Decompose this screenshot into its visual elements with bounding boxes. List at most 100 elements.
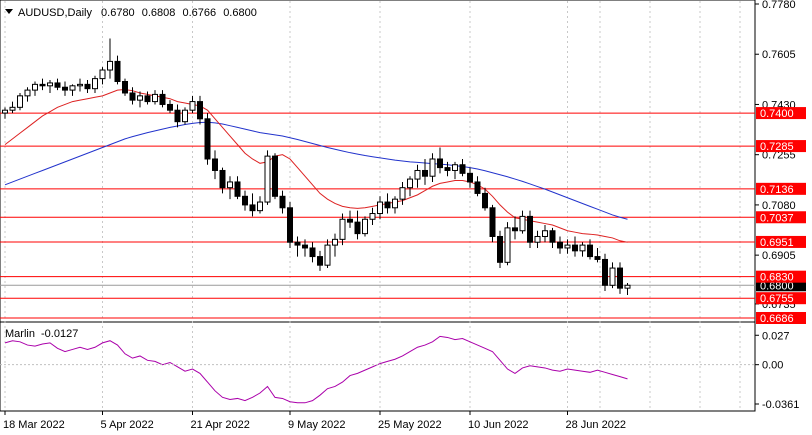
marlin-line <box>4 335 628 404</box>
candle-bull <box>392 198 398 209</box>
ma-slow-line <box>4 121 628 220</box>
candle-bear <box>527 215 533 243</box>
level-label-bg <box>756 312 806 324</box>
level-label-bg <box>756 211 806 224</box>
candle-bear <box>437 158 443 169</box>
time-tick-label: 9 May 2022 <box>288 419 345 431</box>
level-label: 0.7037 <box>760 212 794 224</box>
candle-bear <box>39 83 46 87</box>
marlin-axis: 0.027 0.00 -0.0361 <box>755 330 799 411</box>
price-pane <box>0 0 756 323</box>
level-label-bg <box>756 235 806 248</box>
candle-bear <box>84 83 91 90</box>
candle-bull <box>332 238 338 246</box>
level-label-bg <box>756 182 806 195</box>
candle-bear <box>467 172 473 183</box>
time-axis: 18 Mar 2022 5 Apr 2022 21 Apr 2022 9 May 20… <box>3 411 626 431</box>
marlin-tick-label: -0.0361 <box>762 399 799 411</box>
price-tick-label: 0.6905 <box>762 250 796 262</box>
candle-bear <box>482 192 488 209</box>
candle-bear <box>122 80 128 94</box>
candle-bear <box>272 155 278 197</box>
time-tick-label: 18 Mar 2022 <box>3 419 65 431</box>
level-label: 0.6755 <box>760 293 794 305</box>
level-label: 0.6951 <box>760 237 794 249</box>
candle-bull <box>32 83 38 91</box>
candle-bear <box>114 60 121 82</box>
candle-bull <box>227 181 233 189</box>
candle-bear <box>234 181 241 197</box>
candle-bull <box>542 230 548 237</box>
candle-bear <box>294 241 301 246</box>
candle-bull <box>399 187 406 200</box>
candle-bear <box>587 244 593 258</box>
candle-bear <box>489 207 496 237</box>
candle-bear <box>309 247 316 258</box>
candle-bull <box>99 69 106 80</box>
candle-bull <box>624 284 631 289</box>
level-label-bg <box>756 107 806 120</box>
time-tick-label: 28 Jun 2022 <box>566 419 627 431</box>
candles <box>2 38 631 296</box>
price-tick-label: 0.7780 <box>762 0 796 11</box>
candle-bull <box>519 215 526 232</box>
candle-bull <box>77 83 83 87</box>
price-tick-label: 0.7255 <box>762 150 796 162</box>
candle-bear <box>594 256 601 260</box>
candle-bull <box>609 267 616 286</box>
level-label: 0.6686 <box>760 313 794 325</box>
candle-bear <box>159 93 166 105</box>
candle-bull <box>107 60 113 71</box>
candle-bull <box>407 178 413 189</box>
candle-bear <box>144 95 151 103</box>
candle-bull <box>2 109 8 114</box>
candle-bull <box>69 85 76 91</box>
level-label: 0.7136 <box>760 184 794 196</box>
indicator-pane <box>0 321 756 412</box>
menu-triangle-icon[interactable] <box>5 9 13 14</box>
price-tick-label: 0.7080 <box>762 200 796 212</box>
candle-bear <box>249 204 256 212</box>
current-price-label: 0.6800 <box>760 280 794 292</box>
time-tick-label: 10 Jun 2022 <box>468 419 529 431</box>
candle-bear <box>557 241 563 249</box>
candle-bear <box>384 201 391 209</box>
candle-bull <box>429 158 436 177</box>
candle-bear <box>347 218 353 223</box>
marlin-tick-label: 0.00 <box>762 360 783 372</box>
candle-bear <box>62 86 68 91</box>
candle-bear <box>317 256 323 266</box>
candle-bull <box>324 244 331 266</box>
indicator-label: Marlin -0.0127 <box>5 328 78 340</box>
level-label-bg <box>756 140 806 153</box>
price-tick-label: 0.7605 <box>762 49 796 61</box>
candle-bull <box>504 227 511 263</box>
candle-bear <box>422 169 428 177</box>
candle-bear <box>287 207 293 243</box>
candle-bull <box>182 109 188 123</box>
candle-bear <box>617 267 623 289</box>
candle-bull <box>189 101 196 111</box>
candle-bear <box>572 244 578 252</box>
candle-bull <box>339 218 346 240</box>
candle-bull <box>24 89 31 97</box>
time-tick-label: 21 Apr 2022 <box>191 419 250 431</box>
candle-bull <box>362 218 368 235</box>
level-labels: 0.7400 0.7285 0.7136 0.7037 0.6951 0.6830 0.67… <box>756 107 806 325</box>
candle-bull <box>17 95 23 108</box>
candle-bull <box>257 201 263 212</box>
candle-bear <box>204 118 211 160</box>
candle-bull <box>579 244 586 252</box>
price-axis: 0.77800.76050.74300.72550.70800.69050.67… <box>755 0 796 311</box>
candle-bear <box>242 195 248 206</box>
level-label-bg <box>756 292 806 305</box>
candle-bear <box>212 158 218 171</box>
header-text: AUDUSD,Daily 0.6780 0.6808 0.6766 0.6800 <box>18 7 257 19</box>
candle-bull <box>137 95 143 101</box>
candle-bear <box>219 169 226 189</box>
candle-bull <box>152 93 158 103</box>
candle-bear <box>354 221 361 235</box>
candle-bull <box>564 244 571 249</box>
candle-bull <box>369 213 376 220</box>
